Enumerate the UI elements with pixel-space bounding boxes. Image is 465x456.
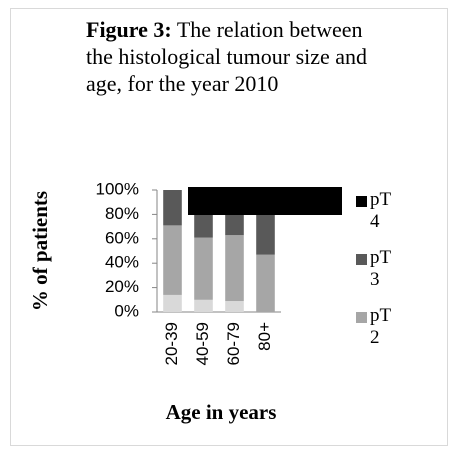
bar-segment (225, 235, 244, 302)
legend-label: pT4 (370, 189, 392, 232)
x-axis-title: Age in years (166, 400, 277, 424)
frame (10, 8, 448, 446)
bar-segment (194, 237, 213, 300)
legend-label: pT2 (370, 305, 392, 348)
title-label: Figure 3: (86, 17, 172, 42)
bar-segment (256, 203, 275, 255)
legend-swatch (356, 312, 367, 323)
bar-segment (163, 294, 182, 312)
chart-title: Figure 3: The relation between the histo… (86, 16, 386, 97)
y-tick-label: 0% (114, 301, 139, 320)
x-tick-label: 80+ (255, 322, 274, 351)
x-tick-label: 60-79 (224, 322, 243, 365)
legend-swatch (356, 196, 367, 207)
y-axis-title: % of patients (28, 191, 52, 311)
bar-segment (225, 301, 244, 312)
title-text: The relation between the histological tu… (86, 17, 368, 96)
bar-segment (194, 299, 213, 312)
y-tick-label: 60% (105, 228, 139, 247)
y-tick-label: 100% (96, 179, 139, 198)
x-tick-label: 40-59 (193, 322, 212, 365)
y-tick-label: 80% (105, 204, 139, 223)
bar-segment (163, 190, 182, 226)
x-tick-label: 20-39 (162, 322, 181, 365)
legend-label: pT3 (370, 247, 392, 290)
legend-swatch (356, 254, 367, 265)
y-tick-label: 40% (105, 253, 139, 272)
bar-segment (163, 225, 182, 295)
occluding-box (188, 187, 342, 215)
y-tick-label: 20% (105, 277, 139, 296)
bar-segment (256, 254, 275, 312)
